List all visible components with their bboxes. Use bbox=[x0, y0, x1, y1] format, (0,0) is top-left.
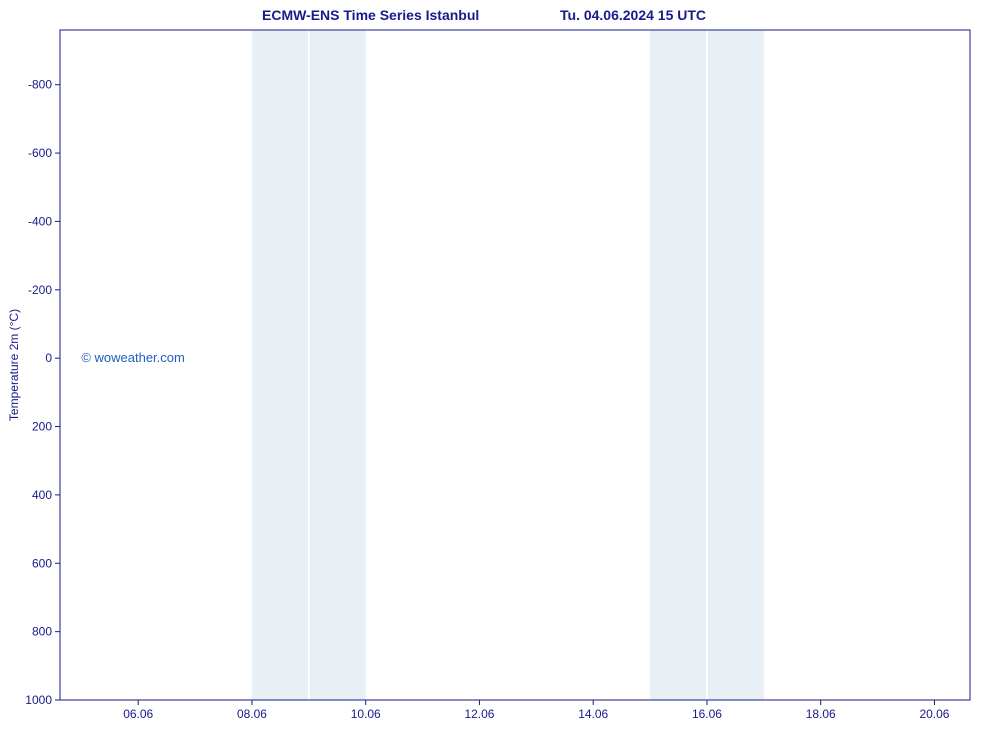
x-tick-label: 06.06 bbox=[123, 707, 153, 721]
x-tick-label: 08.06 bbox=[237, 707, 267, 721]
x-tick-label: 14.06 bbox=[578, 707, 608, 721]
y-tick-label: 600 bbox=[32, 556, 52, 570]
x-tick-label: 18.06 bbox=[806, 707, 836, 721]
chart-title-left: ECMW-ENS Time Series Istanbul bbox=[262, 7, 479, 23]
x-tick-label: 10.06 bbox=[351, 707, 381, 721]
watermark: © woweather.com bbox=[81, 350, 185, 365]
y-tick-label: 400 bbox=[32, 488, 52, 502]
chart-container: 06.06 08.06 10.06 12.06 14.06 16.06 18.06 20.06… bbox=[0, 0, 1000, 733]
y-tick-label: 800 bbox=[32, 625, 52, 639]
weekend-band bbox=[252, 30, 308, 700]
y-tick-label: -400 bbox=[28, 214, 52, 228]
y-axis-label: Temperature 2m (°C) bbox=[7, 309, 21, 421]
chart-title-right: Tu. 04.06.2024 15 UTC bbox=[560, 7, 706, 23]
weekend-band bbox=[708, 30, 764, 700]
y-tick-label: 1000 bbox=[25, 693, 52, 707]
weekend-band bbox=[650, 30, 706, 700]
timeseries-chart: 06.06 08.06 10.06 12.06 14.06 16.06 18.06 20.06… bbox=[0, 0, 1000, 733]
y-tick-label: -600 bbox=[28, 146, 52, 160]
y-tick-label: -200 bbox=[28, 283, 52, 297]
y-tick-label: -800 bbox=[28, 78, 52, 92]
x-tick-label: 12.06 bbox=[464, 707, 494, 721]
y-tick-label: 200 bbox=[32, 420, 52, 434]
x-tick-label: 16.06 bbox=[692, 707, 722, 721]
y-tick-label: 0 bbox=[45, 351, 52, 365]
weekend-band bbox=[310, 30, 366, 700]
x-tick-label: 20.06 bbox=[919, 707, 949, 721]
